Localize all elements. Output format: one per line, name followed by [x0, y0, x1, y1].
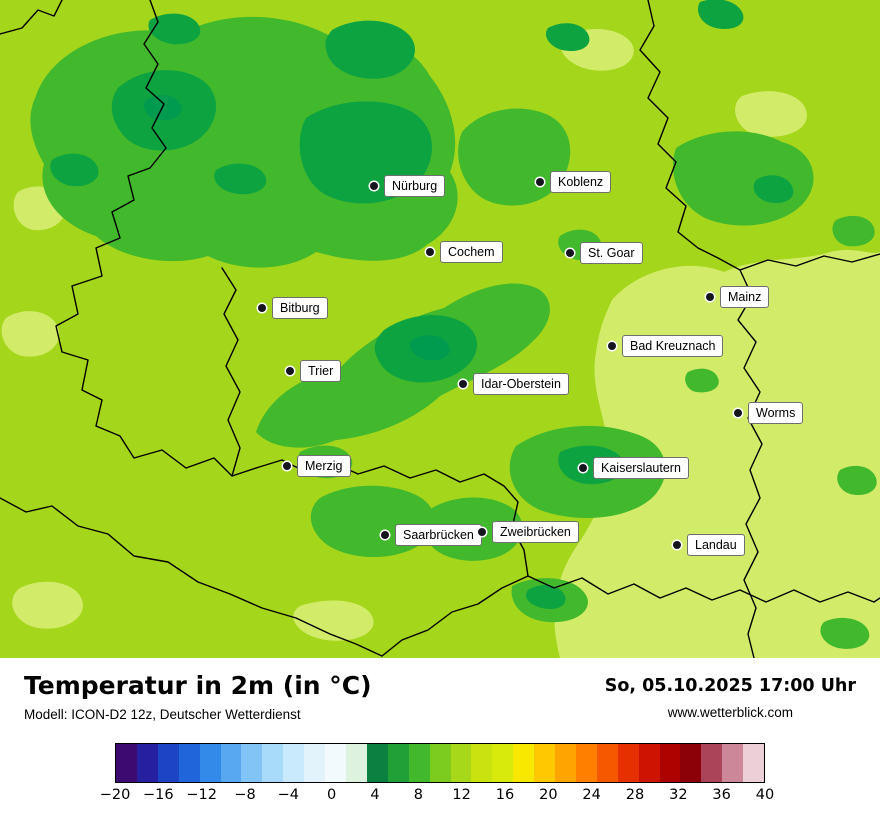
- colorbar-segments: [115, 743, 765, 783]
- colorbar-tick-label: 28: [625, 787, 645, 803]
- website-url: www.wetterblick.com: [667, 705, 793, 720]
- city-dot: [283, 462, 291, 470]
- colorbar-segment: [345, 744, 367, 782]
- colorbar: −20 −16 −12 −8 −4 0 4 8 12 16 20 24 28 32 36 40: [100, 743, 775, 807]
- colorbar-tick-label: −8: [234, 787, 256, 803]
- city-label: Bad Kreuznach: [622, 335, 724, 358]
- city-label: Zweibrücken: [492, 521, 579, 544]
- city-dot: [579, 464, 587, 472]
- colorbar-tick-label: 16: [495, 787, 515, 803]
- colorbar-segment: [262, 744, 284, 782]
- colorbar-segment: [408, 744, 430, 782]
- forecast-datetime: So, 05.10.2025 17:00 Uhr: [604, 676, 856, 696]
- colorbar-segment: [304, 744, 326, 782]
- colorbar-segment: [743, 744, 765, 782]
- colorbar-tick-label: −12: [186, 787, 217, 803]
- city-dot: [706, 293, 714, 301]
- colorbar-tick-label: −16: [143, 787, 174, 803]
- colorbar-tick-label: 32: [669, 787, 688, 803]
- colorbar-segment: [638, 744, 660, 782]
- footer-right: So, 05.10.2025 17:00 Uhr www.wetterblick…: [605, 671, 856, 720]
- colorbar-segment: [492, 744, 514, 782]
- model-info: Modell: ICON-D2 12z, Deutscher Wetterdie…: [24, 707, 301, 722]
- colorbar-tick-label: −20: [99, 787, 131, 803]
- city-dot: [381, 531, 389, 539]
- colorbar-segment: [701, 744, 723, 782]
- city-dot: [426, 248, 434, 256]
- colorbar-segment: [659, 744, 681, 782]
- city-dot: [258, 304, 266, 312]
- colorbar-segment: [534, 744, 556, 782]
- colorbar-tick-label: 36: [712, 787, 731, 803]
- footer: Temperatur in 2m (in °C) Modell: ICON-D2…: [0, 658, 880, 830]
- colorbar-segment: [241, 744, 263, 782]
- colorbar-tick-label: 24: [582, 787, 601, 803]
- colorbar-segment: [429, 744, 451, 782]
- colorbar-segment: [450, 744, 472, 782]
- colorbar-tick-label: 4: [370, 787, 380, 803]
- city-label: Cochem: [440, 241, 503, 264]
- city-label: Nürburg: [384, 175, 446, 198]
- city-label: Idar-Oberstein: [473, 373, 569, 396]
- city-dot: [536, 178, 544, 186]
- city-label: Saarbrücken: [395, 524, 482, 547]
- colorbar-segment: [387, 744, 409, 782]
- footer-left: Temperatur in 2m (in °C) Modell: ICON-D2…: [24, 671, 372, 722]
- colorbar-segment: [157, 744, 179, 782]
- temperature-map: Nürburg Koblenz Cochem St. Goar Bitburg Mainz…: [0, 0, 880, 658]
- footer-header: Temperatur in 2m (in °C) Modell: ICON-D2…: [0, 658, 880, 722]
- colorbar-tick-label: 0: [327, 787, 337, 803]
- colorbar-segment: [722, 744, 744, 782]
- colorbar-tick-label: 40: [755, 787, 775, 803]
- city-layer: Nürburg Koblenz Cochem St. Goar Bitburg Mainz…: [258, 171, 804, 557]
- colorbar-segment: [283, 744, 305, 782]
- colorbar-segment: [513, 744, 535, 782]
- colorbar-segment: [617, 744, 639, 782]
- city-dot: [673, 541, 681, 549]
- colorbar-segment: [136, 744, 158, 782]
- city-dot: [566, 249, 574, 257]
- colorbar-tick-label: −4: [277, 787, 300, 803]
- colorbar-segment: [596, 744, 618, 782]
- colorbar-segment: [199, 744, 221, 782]
- city-dot: [734, 409, 742, 417]
- city-dot: [478, 528, 486, 536]
- colorbar-segment: [220, 744, 242, 782]
- colorbar-tick-label: 12: [452, 787, 471, 803]
- colorbar-tick-label: 8: [413, 787, 423, 803]
- colorbar-segment: [325, 744, 346, 782]
- colorbar-segment: [575, 744, 597, 782]
- colorbar-segment: [366, 744, 388, 782]
- city-label: St. Goar: [580, 242, 643, 265]
- city-label: Merzig: [297, 455, 351, 478]
- city-label: Trier: [300, 360, 342, 383]
- map-graphic: [0, 0, 880, 658]
- city-label: Worms: [748, 402, 804, 425]
- colorbar-ticks: −20 −16 −12 −8 −4 0 4 8 12 16 20 24 28 32 36 40: [100, 787, 775, 807]
- city-dot: [459, 380, 467, 388]
- colorbar-segment: [178, 744, 200, 782]
- city-label: Mainz: [720, 286, 770, 309]
- city-label: Kaiserslautern: [593, 457, 689, 480]
- colorbar-segment: [116, 744, 137, 782]
- city-label: Bitburg: [272, 297, 328, 320]
- colorbar-tick-label: 20: [539, 787, 558, 803]
- city-dot: [370, 182, 378, 190]
- city-label: Koblenz: [550, 171, 612, 194]
- city-dot: [286, 367, 294, 375]
- city-dot: [608, 342, 616, 350]
- colorbar-segment: [555, 744, 576, 782]
- colorbar-segment: [471, 744, 493, 782]
- city-label: Landau: [687, 534, 745, 557]
- colorbar-segment: [680, 744, 702, 782]
- map-title: Temperatur in 2m (in °C): [24, 671, 372, 700]
